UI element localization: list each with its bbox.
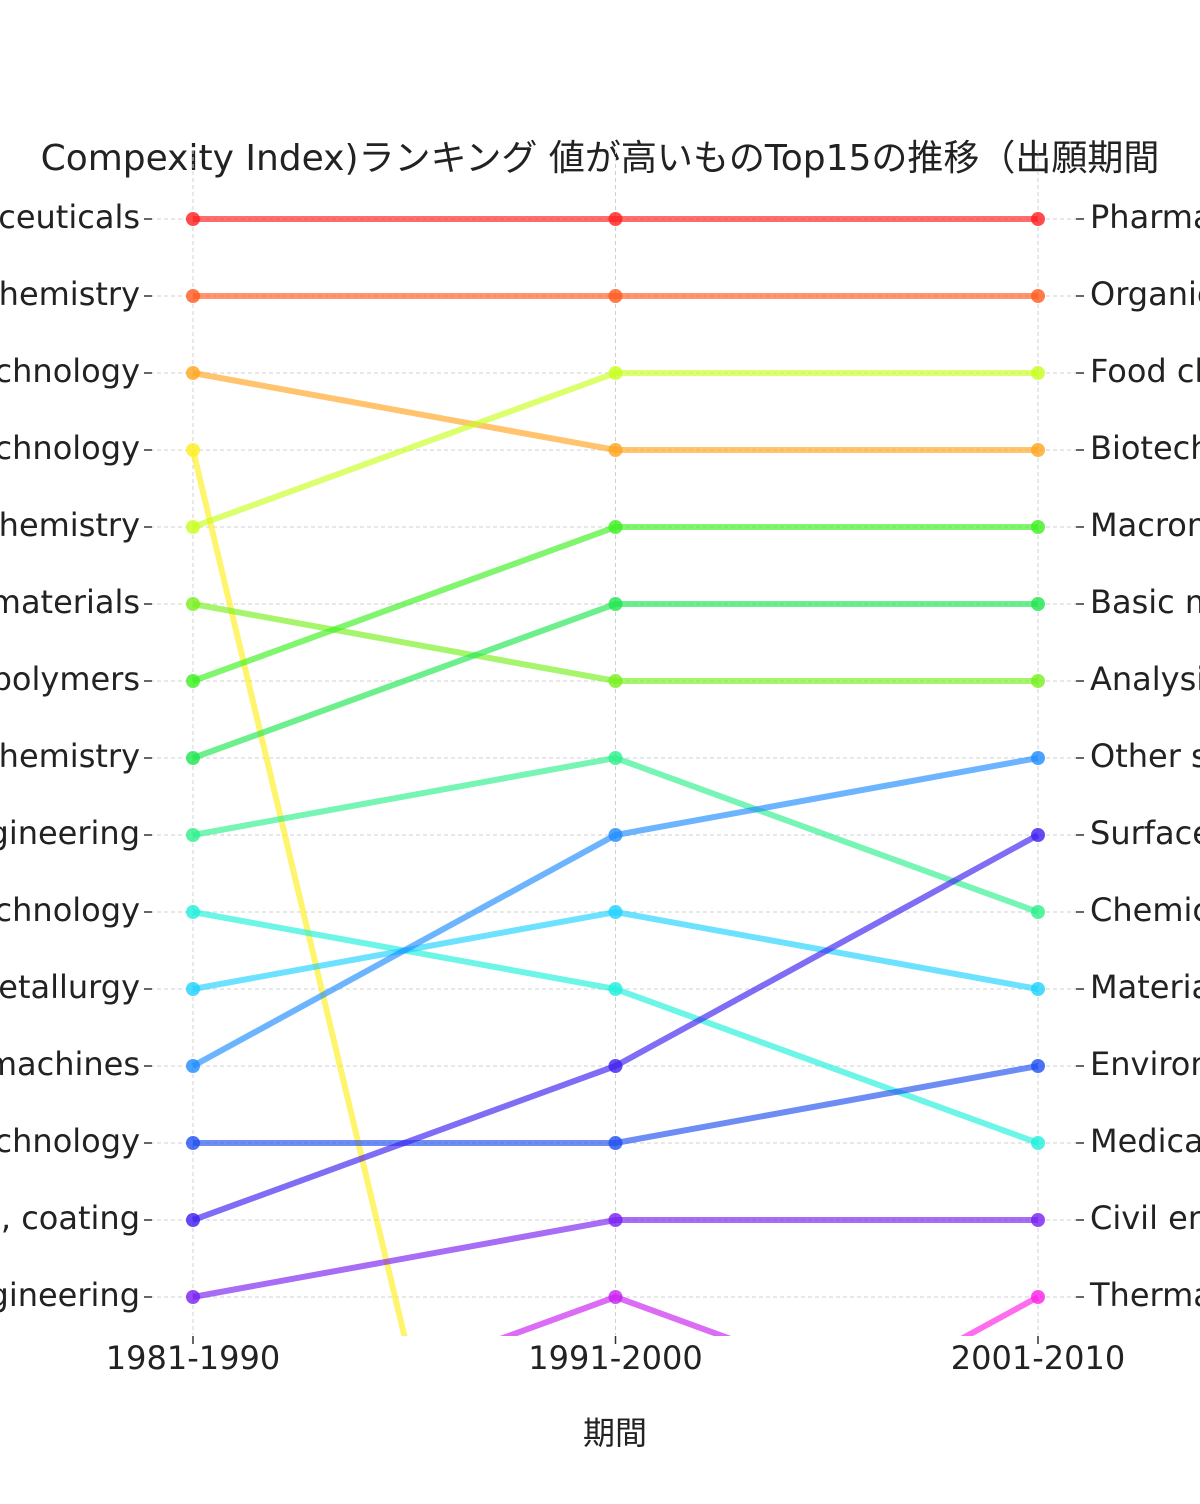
right-label: Environmental technology [1090,1045,1200,1083]
rank-marker [608,828,623,842]
rank-marker [608,674,623,688]
rank-marker [1031,289,1045,303]
rank-marker [608,1136,623,1150]
left-label: Pharmaceuticals [0,198,140,236]
left-label: Biotechnology [0,352,140,390]
rank-marker [1031,520,1045,534]
left-label: Other special machines [0,1045,140,1083]
rank-marker [1031,212,1045,226]
rank-marker [1031,1290,1045,1304]
rank-marker [1031,982,1045,996]
rank-marker [186,1444,200,1458]
rank-marker [608,212,623,226]
left-label: Medical technology [0,891,140,929]
rank-line [190,449,408,1336]
rank-marker [608,1059,623,1073]
rank-marker [1031,443,1045,457]
rank-marker [186,982,200,996]
right-label: Analysis of biological materials [1090,660,1200,698]
right-label: Civil engineering [1090,1199,1200,1237]
rank-marker [1031,1213,1045,1227]
rank-marker [186,443,200,457]
left-label: Analysis of biological materials [0,583,140,621]
rank-marker [1031,828,1045,842]
right-label: Surface technology, coating [1090,814,1200,852]
left-label: Materials, metallurgy [0,968,140,1006]
rank-marker [186,520,200,534]
rank-marker [1031,751,1045,765]
rank-line [960,1294,1040,1336]
left-label: Environmental technology [0,1122,140,1160]
left-label: Civil engineering [0,1276,140,1314]
rank-marker [608,597,623,611]
left-label: Micro-structural and nano-technology [0,429,140,467]
rank-marker [1031,674,1045,688]
x-tick-label: 2001-2010 [951,1339,1125,1377]
rank-marker [608,366,623,380]
x-tick-label: 1981-1990 [106,1339,280,1377]
rank-marker [608,905,623,919]
rank-marker [608,289,623,303]
rank-marker [1031,1444,1045,1458]
rank-marker [608,1213,623,1227]
rank-marker [608,1290,623,1304]
x-axis-label: 期間 [583,1414,647,1452]
rank-marker [1031,1136,1045,1150]
rank-marker [186,1059,200,1073]
rank-marker [1031,905,1045,919]
rank-marker [186,289,200,303]
rank-marker [1031,366,1045,380]
right-label: Thermal processes and apparatus [1089,1276,1200,1314]
rank-marker [1031,597,1045,611]
right-label: Other special machines [1090,737,1200,775]
rank-marker [186,1213,200,1227]
rank-marker [186,828,200,842]
rank-marker [608,443,623,457]
rank-marker [608,751,623,765]
chart-title: Compexity Index)ランキング 値が高いものTop15の推移（出願期… [41,138,1160,179]
right-label: Biotechnology [1090,429,1200,467]
right-label: Medical technology [1090,1122,1200,1160]
rank-marker [186,905,200,919]
grid [144,150,1084,1344]
left-label: Chemical engineering [0,814,140,852]
rank-marker [186,674,200,688]
rank-marker [186,751,200,765]
rank-marker [608,520,623,534]
rank-marker [186,1136,200,1150]
right-label: Pharmaceuticals [1090,198,1200,236]
rank-marker [1031,1059,1045,1073]
rank-marker [186,597,200,611]
rank-marker [608,982,623,996]
plot-area [186,212,1045,1458]
x-tick-label: 1991-2000 [528,1339,702,1377]
rank-marker [186,366,200,380]
rank-marker [186,1290,200,1304]
right-label: Materials, metallurgy [1090,968,1200,1006]
right-label: Chemical engineering [1090,891,1200,929]
rank-marker [186,212,200,226]
left-label: Surface technology, coating [0,1199,140,1237]
